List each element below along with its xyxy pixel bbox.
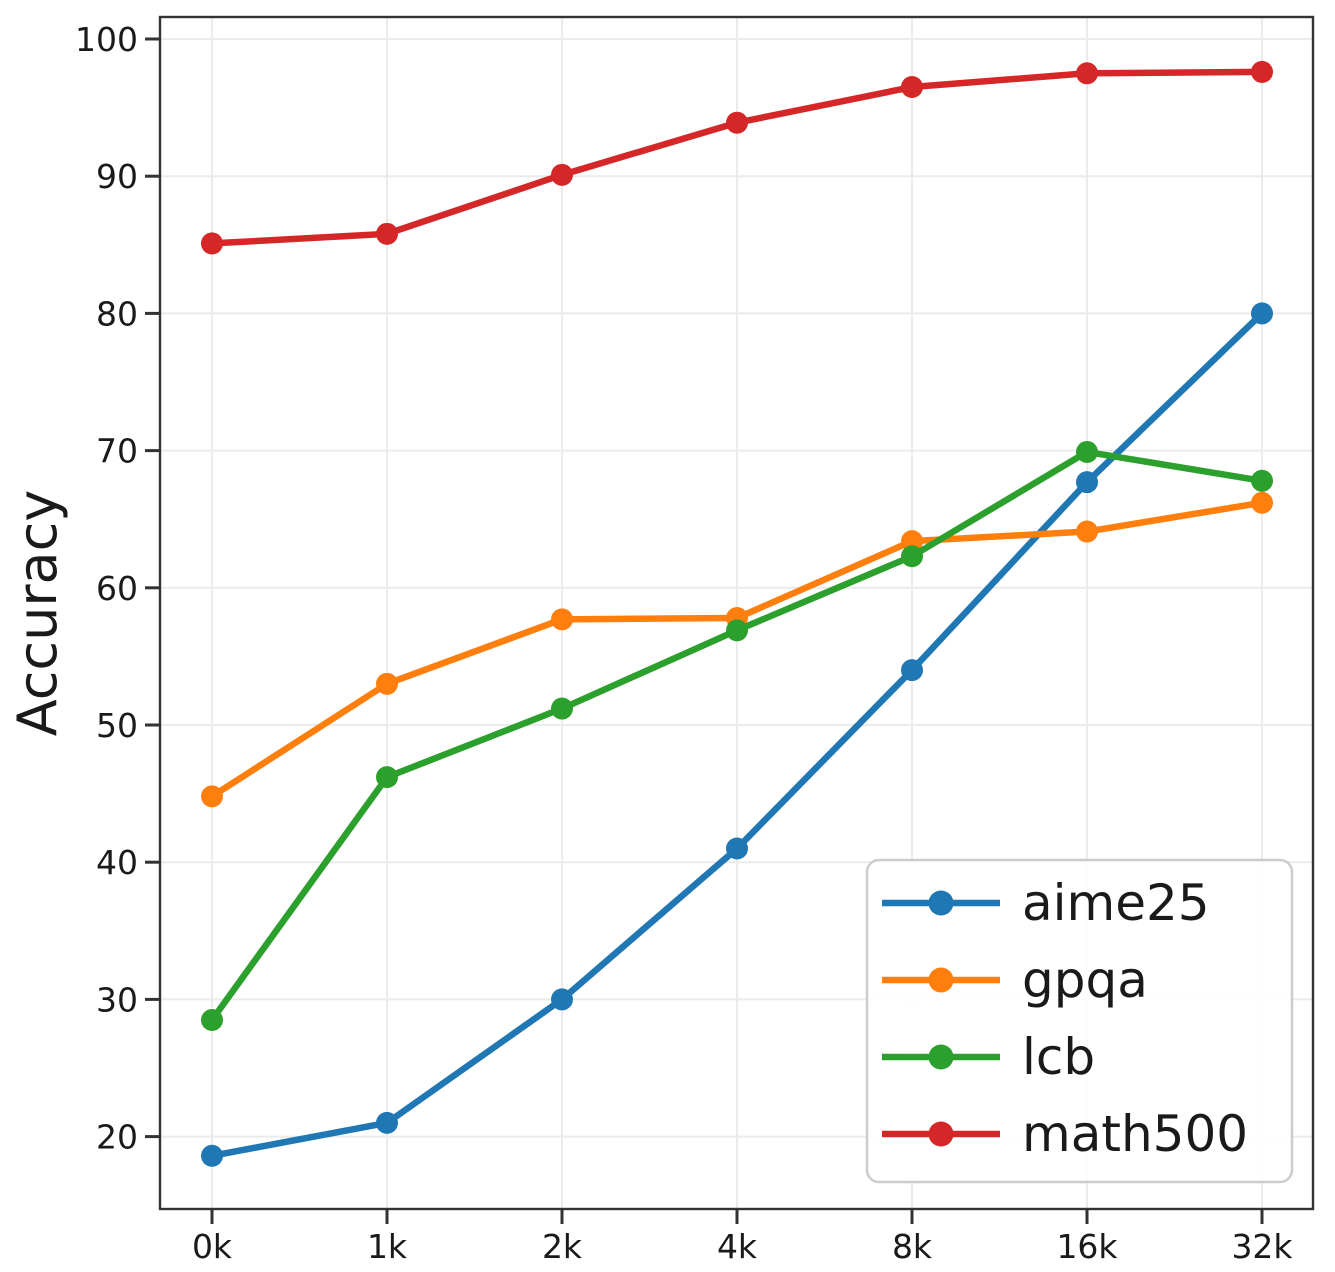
data-point-math500-4k [726, 111, 748, 134]
data-point-math500-2k [551, 163, 573, 186]
x-tick-label-1k: 1k [367, 1227, 408, 1266]
legend-item-gpqa: gpqa [882, 951, 1148, 1009]
y-tick-label-100: 100 [75, 20, 138, 59]
y-tick-label-30: 30 [96, 980, 138, 1019]
legend-label-math500: math500 [1022, 1105, 1248, 1163]
data-point-aime25-32k [1251, 302, 1273, 325]
data-point-gpqa-0k [201, 785, 223, 808]
data-point-lcb-32k [1251, 469, 1273, 492]
y-tick-label-20: 20 [96, 1118, 138, 1157]
legend-item-aime25: aime25 [882, 874, 1210, 932]
data-point-gpqa-2k [551, 608, 573, 631]
legend-marker-aime25 [928, 890, 954, 916]
data-point-gpqa-32k [1251, 491, 1273, 514]
legend-marker-lcb [928, 1044, 954, 1070]
y-tick-label-90: 90 [96, 157, 138, 196]
data-series-layer [201, 60, 1273, 1167]
legend-item-math500: math500 [882, 1105, 1248, 1163]
data-point-aime25-0k [201, 1144, 223, 1167]
data-point-math500-0k [201, 232, 223, 255]
x-tick-label-0k: 0k [192, 1227, 233, 1266]
data-point-lcb-0k [201, 1008, 223, 1031]
legend: aime25 gpqa lcb math500 [865, 858, 1294, 1184]
y-tick-label-50: 50 [96, 706, 138, 745]
y-tick-label-40: 40 [96, 843, 138, 882]
legend-marker-math500 [928, 1121, 954, 1147]
legend-item-lcb: lcb [882, 1028, 1095, 1086]
axis-ticks [145, 37, 1264, 1224]
y-tick-label-60: 60 [96, 569, 138, 608]
x-tick-label-16k: 16k [1056, 1227, 1118, 1266]
y-tick-label-80: 80 [96, 294, 138, 333]
data-point-lcb-2k [551, 697, 573, 720]
data-point-aime25-4k [726, 837, 748, 860]
data-point-lcb-4k [726, 619, 748, 642]
data-point-math500-1k [376, 222, 398, 245]
y-tick-label-70: 70 [96, 432, 138, 471]
data-point-gpqa-8k [901, 530, 923, 553]
legend-marker-gpqa [928, 967, 954, 993]
x-tick-label-4k: 4k [717, 1227, 758, 1266]
x-tick-label-32k: 32k [1231, 1227, 1293, 1266]
data-point-gpqa-16k [1076, 520, 1098, 543]
data-point-math500-32k [1251, 60, 1273, 83]
axis-tick-labels: 0k 1k 2k 4k 8k 16k 32k 20 30 40 50 60 70 80 90 100 [75, 20, 1293, 1266]
data-point-gpqa-1k [376, 672, 398, 695]
legend-box [865, 858, 1294, 1184]
legend-label-aime25: aime25 [1022, 874, 1210, 932]
data-point-math500-8k [901, 76, 923, 99]
data-point-lcb-16k [1076, 440, 1098, 463]
data-point-math500-16k [1076, 62, 1098, 85]
x-tick-label-2k: 2k [542, 1227, 583, 1266]
data-point-lcb-8k [901, 545, 923, 568]
data-point-aime25-16k [1076, 471, 1098, 494]
data-point-aime25-8k [901, 659, 923, 682]
data-point-aime25-1k [376, 1111, 398, 1134]
legend-label-lcb: lcb [1022, 1028, 1095, 1086]
x-tick-label-8k: 8k [892, 1227, 933, 1266]
legend-label-gpqa: gpqa [1022, 951, 1148, 1009]
data-point-aime25-2k [551, 988, 573, 1011]
y-axis-label: Accuracy [6, 490, 69, 737]
data-point-lcb-1k [376, 766, 398, 789]
